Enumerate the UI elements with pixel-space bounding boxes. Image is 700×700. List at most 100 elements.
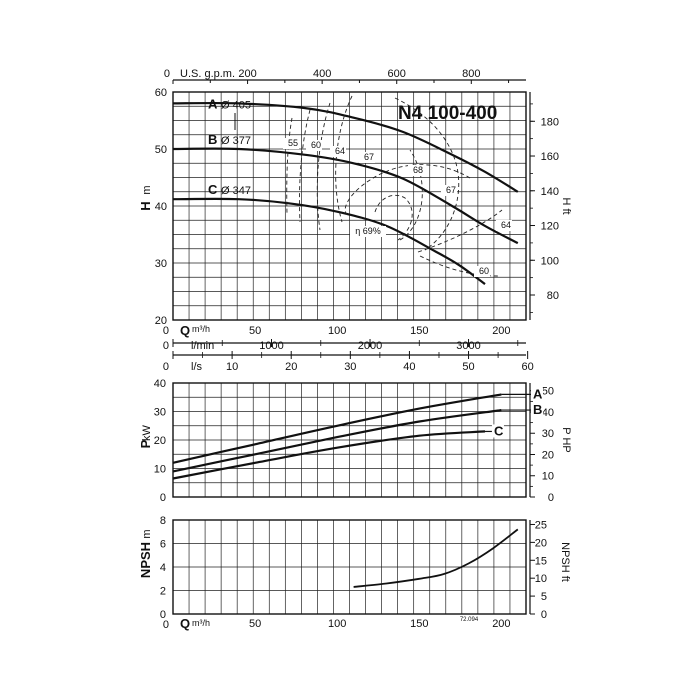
efficiency-label-bg bbox=[306, 140, 322, 151]
ls-tick-label: 50 bbox=[462, 361, 474, 373]
power-hp-tick-label: 10 bbox=[542, 471, 554, 483]
npsh-q-axis-unit: m³/h bbox=[192, 618, 210, 628]
head-y-axis-unit: m bbox=[141, 185, 153, 194]
efficiency-label: 55 bbox=[288, 138, 298, 148]
efficiency-label-bg bbox=[496, 220, 512, 231]
head-grid bbox=[172, 91, 527, 321]
efficiency-label-bg bbox=[359, 152, 375, 163]
npsh-ft-tick-label: 5 bbox=[541, 591, 547, 603]
efficiency-label-bg bbox=[350, 226, 386, 237]
gpm-unit-label: U.S. g.p.m. bbox=[180, 68, 235, 80]
npsh-ft-axis-label: NPSH ft bbox=[559, 542, 571, 582]
power-series-letter-b: B bbox=[533, 402, 542, 417]
head-series-letter-a: A bbox=[208, 96, 218, 111]
plot-frame bbox=[172, 91, 527, 321]
npsh-grid bbox=[172, 519, 527, 615]
head-ft-tick-label: 140 bbox=[541, 186, 559, 198]
head-y-tick-label: 60 bbox=[155, 87, 167, 99]
power-series-letter-c: C bbox=[494, 423, 504, 438]
ls-tick-label: 60 bbox=[522, 361, 534, 373]
efficiency-label: 60 bbox=[479, 266, 489, 276]
gpm-zero-label: 0 bbox=[164, 68, 170, 80]
head-y-tick-label: 50 bbox=[155, 144, 167, 156]
efficiency-curve bbox=[335, 95, 353, 223]
power-curve-c bbox=[172, 430, 486, 480]
npsh-y-tick-label: 6 bbox=[160, 539, 166, 551]
power-label-bg bbox=[531, 403, 543, 417]
ls-tick-label: 20 bbox=[285, 361, 297, 373]
power-y-tick-label: 30 bbox=[154, 407, 166, 419]
efficiency-label: η 69% bbox=[355, 226, 381, 236]
npsh-y-tick-label: 2 bbox=[160, 586, 166, 598]
q-tick-label: 100 bbox=[328, 325, 346, 337]
head-curve-a bbox=[172, 101, 519, 193]
npsh-ft-tick-label: 15 bbox=[535, 555, 547, 567]
head-curve-b bbox=[172, 147, 519, 245]
npsh-q-tick-label: 150 bbox=[410, 618, 428, 630]
lmin-tick-label: 2000 bbox=[358, 340, 382, 352]
efficiency-curve bbox=[374, 194, 413, 241]
power-curve-b bbox=[172, 409, 502, 473]
lmin-unit-label: l/min bbox=[191, 340, 214, 352]
efficiency-label-bg bbox=[283, 138, 299, 149]
power-label-bg bbox=[491, 424, 504, 438]
q-zero-label: 0 bbox=[163, 325, 169, 337]
npsh-q-zero-label: 0 bbox=[163, 619, 169, 631]
ls-tick-label: 30 bbox=[344, 361, 356, 373]
figure-code: 72.094 bbox=[460, 617, 479, 623]
efficiency-label: 64 bbox=[335, 146, 345, 156]
efficiency-curve bbox=[316, 102, 331, 231]
ls-tick-label: 40 bbox=[403, 361, 415, 373]
efficiency-label: 64 bbox=[501, 220, 511, 230]
q-tick-label: 200 bbox=[492, 325, 510, 337]
ls-zero-label: 0 bbox=[163, 361, 169, 373]
head-y-tick-label: 20 bbox=[155, 315, 167, 327]
head-ft-tick-label: 80 bbox=[547, 290, 559, 302]
efficiency-label-bg bbox=[330, 146, 346, 157]
npsh-ft-tick-label: 0 bbox=[541, 609, 547, 621]
npsh-y-tick-label: 0 bbox=[160, 609, 166, 621]
power-curve-a bbox=[172, 393, 502, 464]
head-ft-tick-label: 120 bbox=[541, 221, 559, 233]
lmin-tick-label: 3000 bbox=[456, 340, 480, 352]
npsh-y-axis-label: NPSH bbox=[138, 542, 153, 578]
gpm-tick-label: 200 bbox=[238, 68, 256, 80]
power-grid bbox=[172, 382, 527, 498]
power-hp-tick-label: 0 bbox=[548, 492, 554, 504]
plot-frame bbox=[172, 519, 527, 615]
power-y-tick-label: 40 bbox=[154, 378, 166, 390]
power-hp-tick-label: 50 bbox=[542, 386, 554, 398]
efficiency-curve bbox=[286, 117, 293, 215]
head-series-diameter-b: Ø 377 bbox=[221, 135, 251, 147]
efficiency-curve bbox=[344, 164, 471, 217]
ls-tick-label: 10 bbox=[226, 361, 238, 373]
npsh-curve bbox=[353, 528, 519, 588]
npsh-q-tick-label: 50 bbox=[249, 618, 261, 630]
power-hp-axis-label: P HP bbox=[560, 427, 572, 452]
power-hp-tick-label: 30 bbox=[542, 428, 554, 440]
head-y-axis-label: H bbox=[138, 201, 153, 210]
head-ft-tick-label: 160 bbox=[541, 151, 559, 163]
power-series-letter-a: A bbox=[533, 386, 543, 401]
lmin-zero-label: 0 bbox=[163, 340, 169, 352]
head-ft-axis-label: H ft bbox=[560, 197, 572, 214]
head-series-diameter-a: Ø 405 bbox=[221, 99, 251, 111]
head-series-letter-b: B bbox=[208, 132, 217, 147]
power-label-bg bbox=[531, 387, 543, 401]
power-y-tick-label: 0 bbox=[160, 492, 166, 504]
npsh-ft-tick-label: 10 bbox=[535, 573, 547, 585]
head-ft-tick-label: 180 bbox=[541, 116, 559, 128]
gpm-tick-label: 800 bbox=[462, 68, 480, 80]
efficiency-label-bg bbox=[408, 165, 424, 176]
head-curve-c bbox=[172, 197, 486, 285]
efficiency-curve bbox=[299, 109, 311, 223]
head-ft-tick-label: 100 bbox=[541, 255, 559, 267]
q-tick-label: 50 bbox=[249, 325, 261, 337]
npsh-q-tick-label: 200 bbox=[492, 618, 510, 630]
efficiency-label: 67 bbox=[364, 152, 374, 162]
npsh-q-axis-label: Q bbox=[180, 616, 190, 631]
efficiency-label: 68 bbox=[413, 165, 423, 175]
power-y-tick-label: 10 bbox=[154, 464, 166, 476]
head-series-letter-c: C bbox=[208, 182, 218, 197]
npsh-y-tick-label: 8 bbox=[160, 515, 166, 527]
